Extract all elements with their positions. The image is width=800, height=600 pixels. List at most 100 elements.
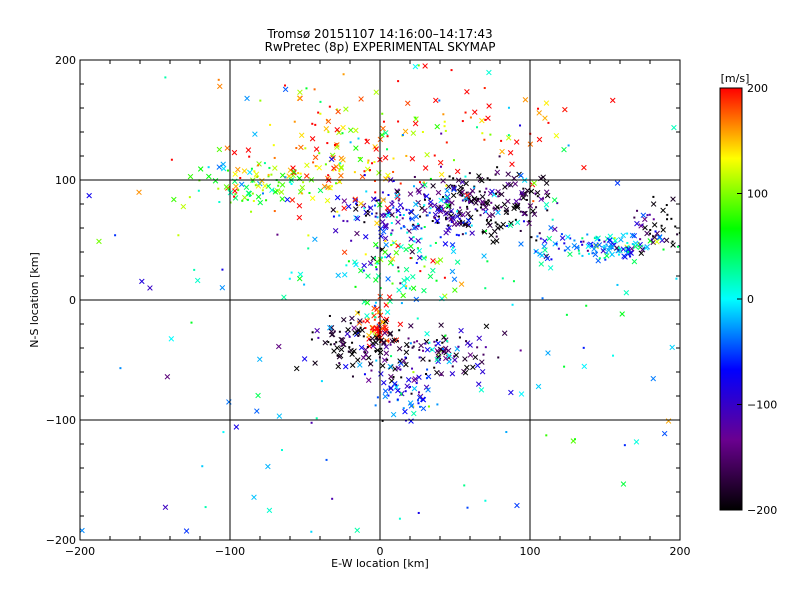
scatter-point-dot (381, 112, 384, 115)
scatter-point-x (333, 163, 340, 170)
scatter-point-dot (507, 106, 510, 109)
scatter-point-x (363, 351, 369, 358)
scatter-point-dot (400, 392, 403, 395)
scatter-point-x (490, 239, 496, 245)
scatter-point-x (330, 207, 337, 213)
scatter-point-dot (500, 206, 503, 209)
scatter-point-x (180, 203, 187, 210)
scatter-point-x (651, 222, 658, 228)
scatter-point-x (272, 189, 279, 195)
scatter-point-x (670, 242, 676, 248)
scatter-point-x (349, 351, 355, 357)
scatter-point-dot (347, 350, 350, 353)
scatter-point-x (475, 381, 482, 387)
scatter-point-x (486, 103, 492, 109)
scatter-point-dot (295, 147, 298, 150)
scatter-point-x (538, 196, 544, 203)
scatter-point-dot (480, 203, 483, 206)
scatter-point-dot (466, 506, 469, 509)
scatter-point-dot (374, 301, 377, 304)
scatter-point-x (488, 232, 494, 238)
scatter-point-dot (310, 421, 313, 424)
scatter-point-x (377, 349, 384, 356)
scatter-point-x (224, 145, 231, 151)
scatter-point-dot (435, 339, 438, 342)
scatter-point-dot (461, 199, 464, 202)
scatter-point-dot (399, 368, 402, 371)
scatter-point-dot (339, 181, 342, 184)
scatter-point-dot (537, 107, 540, 110)
scatter-point-x (422, 207, 428, 214)
scatter-point-dot (420, 237, 423, 240)
scatter-point-dot (670, 217, 673, 220)
y-tick-label: −100 (46, 414, 76, 427)
scatter-point-dot (569, 237, 572, 240)
scatter-point-dot (547, 121, 550, 124)
scatter-point-dot (455, 233, 458, 236)
scatter-point-dot (347, 260, 350, 263)
scatter-point-x (518, 241, 524, 247)
scatter-point-dot (418, 391, 421, 394)
scatter-point-dot (362, 320, 365, 323)
scatter-point-dot (524, 211, 527, 214)
scatter-point-x (360, 354, 367, 361)
scatter-point-dot (277, 181, 280, 184)
scatter-point-x (457, 184, 464, 191)
scatter-point-dot (420, 255, 423, 258)
scatter-point-x (451, 185, 457, 191)
scatter-point-dot (378, 322, 381, 325)
colorbar-unit: [m/s] (721, 72, 750, 85)
scatter-point-x (396, 346, 403, 352)
scatter-point-x (561, 146, 567, 153)
scatter-point-x (322, 339, 329, 346)
scatter-point-dot (439, 207, 442, 210)
scatter-point-dot (426, 214, 429, 217)
scatter-point-dot (550, 258, 553, 261)
scatter-point-dot (519, 229, 522, 232)
scatter-point-x (640, 212, 647, 219)
scatter-point-x (536, 110, 542, 116)
scatter-point-x (451, 221, 458, 228)
scatter-point-dot (498, 155, 501, 158)
scatter-point-dot (465, 191, 468, 194)
scatter-point-dot (505, 431, 508, 434)
scatter-point-dot (500, 139, 503, 142)
scatter-point-dot (342, 73, 345, 76)
scatter-point-x (440, 178, 446, 184)
scatter-point-x (279, 196, 286, 202)
scatter-point-x (422, 63, 428, 69)
scatter-point-x (357, 362, 363, 368)
scatter-point-x (542, 115, 548, 121)
scatter-point-dot (392, 157, 395, 160)
scatter-point-x (357, 156, 364, 163)
scatter-point-dot (397, 120, 400, 123)
scatter-point-dot (467, 200, 470, 203)
scatter-point-dot (519, 124, 522, 127)
scatter-point-x (362, 347, 369, 353)
scatter-point-x (370, 340, 376, 347)
scatter-point-dot (366, 161, 369, 164)
scatter-point-x (434, 356, 440, 363)
scatter-point-x (354, 527, 360, 534)
scatter-point-x (255, 194, 262, 200)
scatter-point-dot (460, 219, 463, 222)
scatter-point-dot (373, 179, 376, 182)
scatter-point-dot (626, 241, 629, 244)
scatter-point-dot (387, 340, 390, 343)
scatter-point-dot (476, 209, 479, 212)
scatter-point-dot (277, 184, 280, 187)
scatter-point-dot (217, 187, 220, 190)
scatter-point-dot (257, 164, 260, 167)
scatter-point-dot (387, 193, 390, 196)
scatter-point-x (255, 392, 261, 399)
scatter-point-x (433, 97, 439, 104)
scatter-point-dot (557, 247, 560, 250)
scatter-point-dot (451, 365, 454, 368)
scatter-point-x (454, 213, 460, 220)
scatter-point-dot (641, 223, 644, 226)
scatter-point-x (518, 172, 524, 179)
scatter-point-x (408, 323, 414, 329)
scatter-point-dot (417, 224, 420, 227)
scatter-point-x (565, 245, 571, 252)
scatter-point-dot (409, 385, 412, 388)
